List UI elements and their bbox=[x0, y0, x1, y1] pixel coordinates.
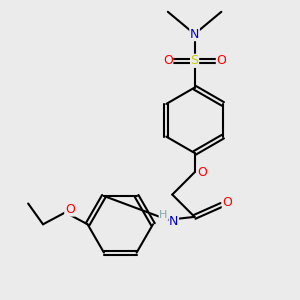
Text: N: N bbox=[190, 28, 199, 40]
Text: O: O bbox=[222, 196, 232, 208]
Text: S: S bbox=[190, 54, 199, 67]
Text: O: O bbox=[65, 203, 75, 216]
Text: O: O bbox=[197, 166, 207, 179]
Text: N: N bbox=[169, 215, 178, 228]
Text: H: H bbox=[159, 210, 168, 220]
Text: O: O bbox=[216, 54, 226, 67]
Text: O: O bbox=[163, 54, 173, 67]
